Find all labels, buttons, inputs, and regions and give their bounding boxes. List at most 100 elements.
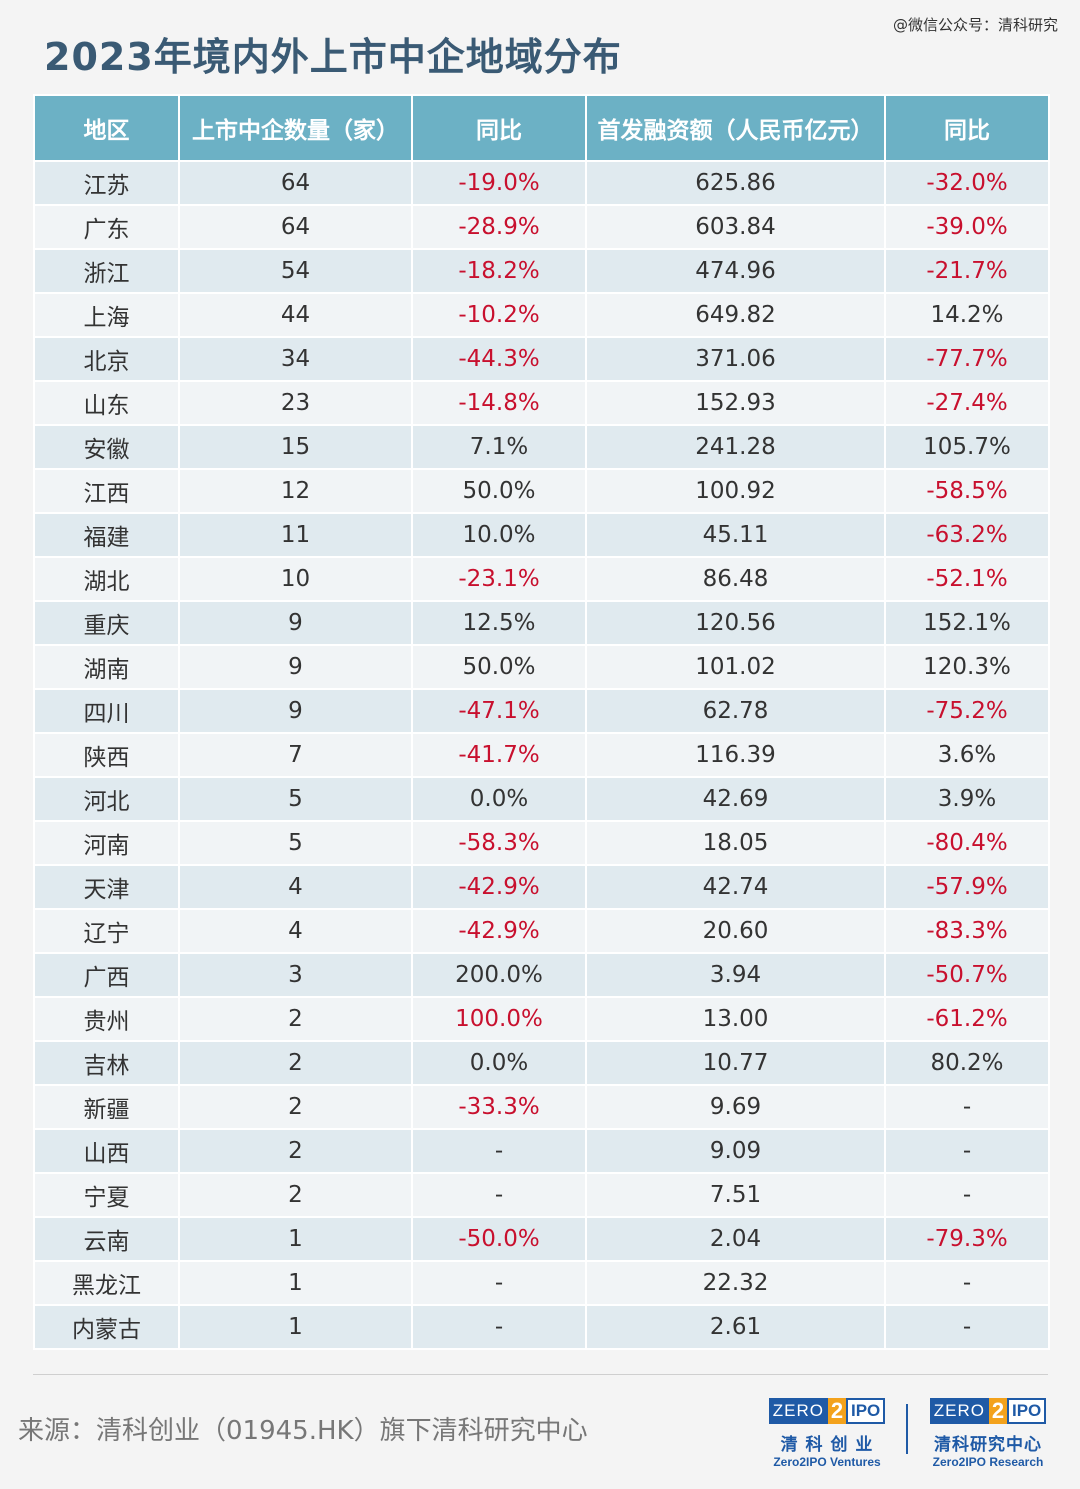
- cell-count: 2: [178, 1128, 413, 1174]
- table-row: 江苏 64 -19.0% 625.86 -32.0%: [33, 160, 1050, 206]
- cell-amount: 2.61: [585, 1304, 886, 1350]
- cell-region: 吉林: [33, 1040, 180, 1086]
- cell-count: 9: [178, 688, 413, 734]
- logo-two: 2: [988, 1398, 1007, 1424]
- table-body: 江苏 64 -19.0% 625.86 -32.0% 广东 64 -28.9% 603.84 -3…: [33, 160, 1050, 1350]
- cell-count: 23: [178, 380, 413, 426]
- zero2ipo-research-logo: ZERO 2 IPO 清科研究中心 Zero2IPO Research: [924, 1398, 1052, 1469]
- cell-amount-yoy: 14.2%: [884, 292, 1050, 338]
- cell-count-yoy: -42.9%: [411, 864, 587, 910]
- cell-count-yoy: 50.0%: [411, 644, 587, 690]
- cell-region: 北京: [33, 336, 180, 382]
- cell-amount-yoy: -27.4%: [884, 380, 1050, 426]
- logo-cn-name: 清科研究中心: [934, 1435, 1042, 1455]
- cell-count: 2: [178, 1084, 413, 1130]
- cell-count: 15: [178, 424, 413, 470]
- table-row: 重庆 9 12.5% 120.56 152.1%: [33, 600, 1050, 646]
- table-row: 天津 4 -42.9% 42.74 -57.9%: [33, 864, 1050, 910]
- logo-en-name: Zero2IPO Ventures: [773, 1455, 881, 1469]
- cell-amount: 152.93: [585, 380, 886, 426]
- cell-region: 陕西: [33, 732, 180, 778]
- cell-amount: 2.04: [585, 1216, 886, 1262]
- cell-count-yoy: 50.0%: [411, 468, 587, 514]
- cell-count-yoy: -44.3%: [411, 336, 587, 382]
- cell-count: 34: [178, 336, 413, 382]
- cell-count: 7: [178, 732, 413, 778]
- cell-amount-yoy: -: [884, 1304, 1050, 1350]
- cell-count: 5: [178, 776, 413, 822]
- cell-region: 宁夏: [33, 1172, 180, 1218]
- cell-region: 江苏: [33, 160, 180, 206]
- table-row: 山东 23 -14.8% 152.93 -27.4%: [33, 380, 1050, 426]
- cell-amount: 10.77: [585, 1040, 886, 1086]
- cell-amount: 62.78: [585, 688, 886, 734]
- cell-count-yoy: -47.1%: [411, 688, 587, 734]
- cell-count: 2: [178, 1040, 413, 1086]
- cell-count: 10: [178, 556, 413, 602]
- table-row: 江西 12 50.0% 100.92 -58.5%: [33, 468, 1050, 514]
- cell-amount: 625.86: [585, 160, 886, 206]
- cell-amount-yoy: -52.1%: [884, 556, 1050, 602]
- cell-count-yoy: 10.0%: [411, 512, 587, 558]
- table-row: 福建 11 10.0% 45.11 -63.2%: [33, 512, 1050, 558]
- cell-count-yoy: -28.9%: [411, 204, 587, 250]
- table-header-row: 地区 上市中企数量（家） 同比 首发融资额（人民币亿元） 同比: [33, 94, 1050, 162]
- cell-amount-yoy: -57.9%: [884, 864, 1050, 910]
- table-row: 湖南 9 50.0% 101.02 120.3%: [33, 644, 1050, 690]
- table-row: 湖北 10 -23.1% 86.48 -52.1%: [33, 556, 1050, 602]
- table-row: 河北 5 0.0% 42.69 3.9%: [33, 776, 1050, 822]
- cell-count-yoy: -33.3%: [411, 1084, 587, 1130]
- cell-amount-yoy: -: [884, 1172, 1050, 1218]
- cell-amount: 120.56: [585, 600, 886, 646]
- cell-count-yoy: -: [411, 1260, 587, 1306]
- cell-region: 湖北: [33, 556, 180, 602]
- cell-count-yoy: 0.0%: [411, 776, 587, 822]
- cell-count-yoy: 7.1%: [411, 424, 587, 470]
- cell-region: 黑龙江: [33, 1260, 180, 1306]
- logo-ipo: IPO: [1006, 1398, 1047, 1424]
- table-row: 广东 64 -28.9% 603.84 -39.0%: [33, 204, 1050, 250]
- cell-count-yoy: -18.2%: [411, 248, 587, 294]
- table-row: 吉林 2 0.0% 10.77 80.2%: [33, 1040, 1050, 1086]
- cell-count-yoy: 100.0%: [411, 996, 587, 1042]
- cell-count: 2: [178, 1172, 413, 1218]
- cell-amount: 603.84: [585, 204, 886, 250]
- cell-amount: 474.96: [585, 248, 886, 294]
- cell-amount-yoy: -77.7%: [884, 336, 1050, 382]
- cell-region: 福建: [33, 512, 180, 558]
- cell-count: 64: [178, 204, 413, 250]
- cell-amount-yoy: 80.2%: [884, 1040, 1050, 1086]
- table-row: 新疆 2 -33.3% 9.69-: [33, 1084, 1050, 1130]
- cell-amount-yoy: -80.4%: [884, 820, 1050, 866]
- cell-count: 4: [178, 908, 413, 954]
- header-amount: 首发融资额（人民币亿元）: [585, 94, 886, 162]
- cell-count: 1: [178, 1216, 413, 1262]
- cell-amount: 649.82: [585, 292, 886, 338]
- cell-region: 天津: [33, 864, 180, 910]
- cell-amount-yoy: -58.5%: [884, 468, 1050, 514]
- cell-region: 四川: [33, 688, 180, 734]
- cell-amount: 13.00: [585, 996, 886, 1042]
- cell-region: 山西: [33, 1128, 180, 1174]
- cell-count-yoy: 12.5%: [411, 600, 587, 646]
- cell-amount: 101.02: [585, 644, 886, 690]
- header-region: 地区: [33, 94, 180, 162]
- table-row: 陕西 7 -41.7% 116.39 3.6%: [33, 732, 1050, 778]
- cell-amount: 3.94: [585, 952, 886, 998]
- cell-amount: 241.28: [585, 424, 886, 470]
- cell-amount-yoy: -39.0%: [884, 204, 1050, 250]
- table-row: 贵州 2 100.0% 13.00 -61.2%: [33, 996, 1050, 1042]
- cell-count: 54: [178, 248, 413, 294]
- cell-region: 上海: [33, 292, 180, 338]
- cell-count-yoy: -58.3%: [411, 820, 587, 866]
- cell-amount-yoy: 120.3%: [884, 644, 1050, 690]
- cell-count-yoy: -23.1%: [411, 556, 587, 602]
- cell-amount: 20.60: [585, 908, 886, 954]
- cell-count: 3: [178, 952, 413, 998]
- logo-zero: ZERO: [929, 1398, 989, 1424]
- cell-region: 新疆: [33, 1084, 180, 1130]
- cell-amount-yoy: -: [884, 1128, 1050, 1174]
- cell-region: 河北: [33, 776, 180, 822]
- cell-amount-yoy: 3.6%: [884, 732, 1050, 778]
- table-row: 云南 1 -50.0% 2.04 -79.3%: [33, 1216, 1050, 1262]
